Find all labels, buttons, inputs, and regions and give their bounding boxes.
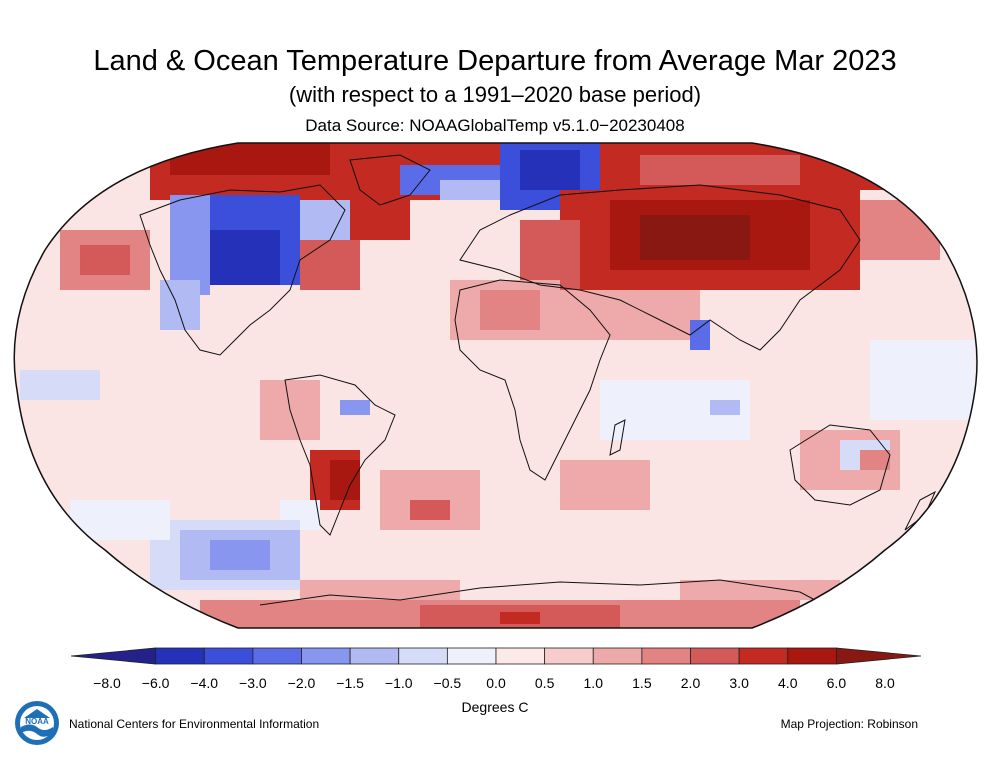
color-scale-bar <box>70 647 922 665</box>
color-scale-swatch <box>70 647 157 665</box>
color-scale-tick-label: 0.5 <box>534 675 555 691</box>
logo-text: NOAA <box>25 717 49 726</box>
color-scale-tick-label: 6.0 <box>826 675 847 691</box>
color-scale-swatch <box>446 647 497 665</box>
color-scale-swatch <box>301 647 351 665</box>
color-scale-swatch <box>641 647 691 665</box>
globe-outline <box>13 142 978 629</box>
color-scale-swatch <box>495 647 546 665</box>
footer-institution: National Centers for Environmental Infor… <box>69 717 320 731</box>
color-scale-tick-label: 3.0 <box>729 675 749 691</box>
color-scale-swatch <box>835 647 922 665</box>
color-scale-tick-label: 1.0 <box>583 675 603 691</box>
color-scale-tick-label: 8.0 <box>875 675 895 691</box>
color-scale-tick-label: −3.0 <box>239 675 267 691</box>
color-scale-swatch <box>155 647 205 665</box>
color-scale-tick-label: −4.0 <box>190 675 219 691</box>
color-scale-tick-label: −8.0 <box>93 675 121 691</box>
color-scale-tick-label: −1.0 <box>384 675 413 691</box>
color-scale-tick-label: 2.0 <box>680 675 701 691</box>
footer-projection: Map Projection: Robinson <box>780 717 918 731</box>
map-subtitle: (with respect to a 1991–2020 base period… <box>288 82 702 107</box>
map-title: Land & Ocean Temperature Departure from … <box>93 45 897 77</box>
color-scale-tick-label: −2.0 <box>287 675 316 691</box>
units-label: Degrees C <box>461 699 529 715</box>
color-scale-swatch <box>544 647 594 665</box>
color-scale-tick-label: 0.0 <box>486 675 506 691</box>
color-scale-swatch <box>349 647 400 665</box>
color-scale-tick-label: 4.0 <box>778 675 798 691</box>
data-source: Data Source: NOAAGlobalTemp v5.1.0−20230… <box>305 116 685 135</box>
color-scale-swatch <box>690 647 740 665</box>
color-scale-tick-label: −0.5 <box>433 675 462 691</box>
color-scale-swatch <box>398 647 448 665</box>
color-scale-swatch <box>592 647 643 665</box>
color-scale-tick-label: −6.0 <box>141 675 170 691</box>
color-scale-tick-label: −1.5 <box>336 675 364 691</box>
color-scale-swatch <box>738 647 789 665</box>
color-scale-swatch <box>787 647 837 665</box>
color-scale-tick-label: 1.5 <box>632 675 652 691</box>
color-scale-swatch <box>252 647 302 665</box>
continent-outlines <box>139 154 937 609</box>
noaa-logo-icon: NOAA <box>15 701 59 745</box>
color-scale-swatch <box>203 647 254 665</box>
